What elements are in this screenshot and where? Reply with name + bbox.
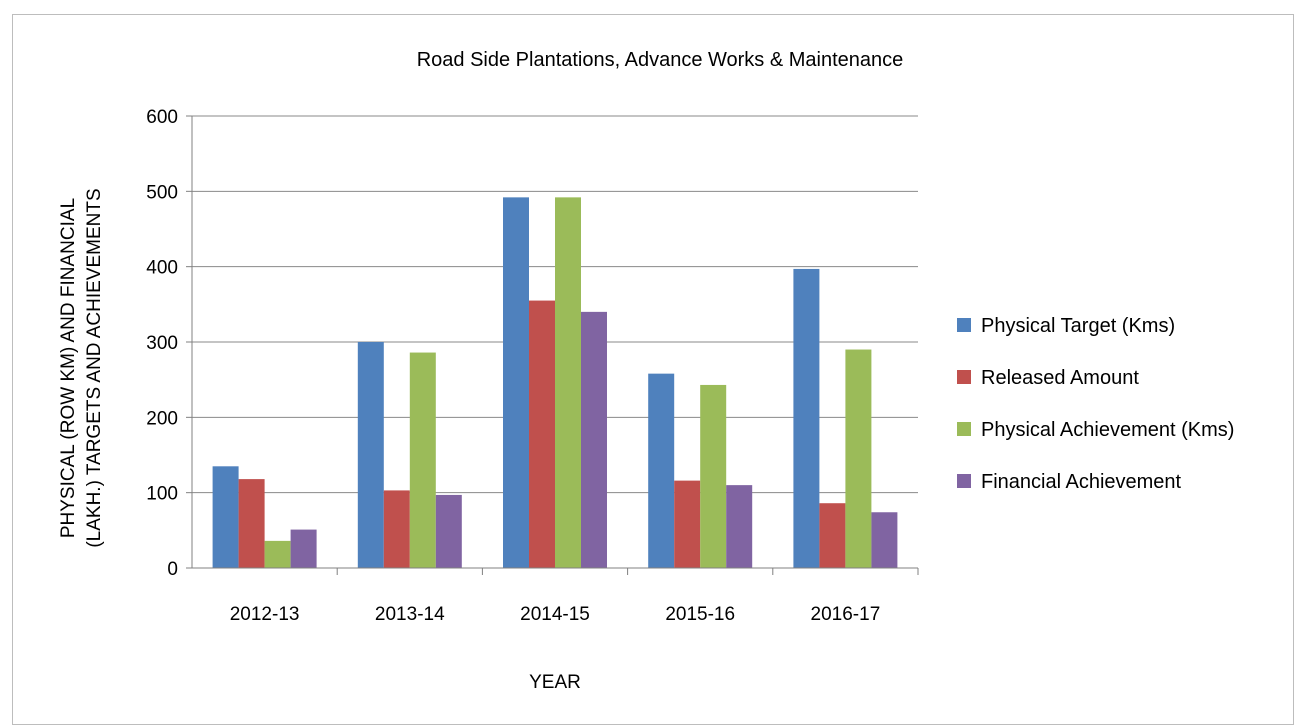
legend-swatch — [957, 318, 971, 332]
y-tick-label: 400 — [146, 258, 178, 279]
bar — [793, 268, 820, 568]
bar — [555, 197, 581, 569]
bar — [581, 311, 607, 568]
x-tick-label: 2013-14 — [375, 604, 445, 625]
y-axis-label-line-2: (LAKH.) TARGETS AND ACHIEVEMENTS — [84, 188, 105, 547]
y-tick-label: 0 — [167, 559, 178, 580]
bar — [845, 349, 872, 568]
chart-title: Road Side Plantations, Advance Works & M… — [417, 49, 904, 71]
bar — [238, 479, 265, 568]
legend-swatch — [957, 422, 971, 436]
x-tick-label: 2014-15 — [520, 604, 590, 625]
axes — [186, 115, 919, 575]
bar — [648, 373, 675, 568]
legend-label: Released Amount — [981, 367, 1139, 389]
legend-swatch — [957, 370, 971, 384]
bar — [212, 466, 239, 568]
x-tick-label: 2012-13 — [230, 604, 300, 625]
chart-frame — [12, 14, 1294, 725]
bar — [435, 494, 462, 568]
y-tick-label: 500 — [146, 182, 178, 203]
x-tick-label: 2016-17 — [811, 604, 881, 625]
legend-label: Physical Target (Kms) — [981, 315, 1175, 337]
legend-label: Physical Achievement (Kms) — [981, 419, 1234, 441]
x-tick-labels: 2012-13 2013-14 2014-15 2015-16 2016-17 — [230, 604, 881, 625]
y-axis-label: PHYSICAL (ROW KM) AND FINANCIAL (LAKH.) … — [58, 188, 105, 547]
bar — [357, 342, 384, 568]
bar — [529, 300, 555, 568]
y-tick-label: 100 — [146, 484, 178, 505]
legend: Physical Target (Kms) Released Amount Phys… — [957, 315, 1234, 493]
x-axis-label: YEAR — [529, 672, 581, 693]
bar — [503, 197, 529, 569]
y-tick-labels: 0 100 200 300 400 500 600 — [146, 107, 178, 580]
y-tick-label: 300 — [146, 333, 178, 354]
legend-swatch — [957, 474, 971, 488]
bar — [726, 485, 753, 568]
bars — [212, 197, 898, 569]
bar — [383, 490, 410, 568]
bar — [700, 384, 727, 568]
legend-label: Financial Achievement — [981, 471, 1182, 493]
y-tick-label: 200 — [146, 408, 178, 429]
y-axis-label-line-1: PHYSICAL (ROW KM) AND FINANCIAL — [58, 198, 79, 538]
bar — [819, 503, 846, 568]
bar — [409, 352, 436, 568]
bar — [674, 480, 701, 568]
y-tick-label: 600 — [146, 107, 178, 128]
x-tick-label: 2015-16 — [665, 604, 735, 625]
bar — [290, 529, 317, 568]
bar — [871, 512, 898, 568]
bar — [264, 540, 291, 568]
